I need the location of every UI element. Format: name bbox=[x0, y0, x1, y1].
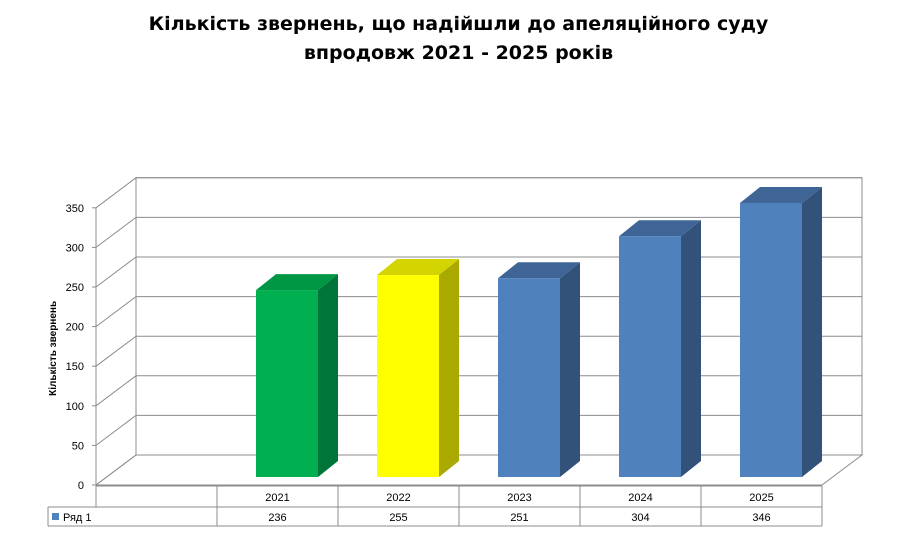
y-tick-label: 50 bbox=[72, 440, 84, 452]
chart-title-line-2: впродовж 2021 - 2025 років bbox=[303, 42, 614, 64]
data-value-label: 236 bbox=[268, 512, 286, 524]
x-category-label: 2021 bbox=[265, 492, 289, 504]
y-tick-label: 100 bbox=[66, 401, 84, 413]
x-category-label: 2023 bbox=[507, 492, 531, 504]
gridline bbox=[95, 177, 862, 209]
chart-title-line-1: Кількість звернень, що надійшли до апеля… bbox=[148, 13, 769, 35]
bar bbox=[498, 278, 560, 477]
x-category-label: 2024 bbox=[628, 492, 652, 504]
bar-side bbox=[439, 259, 459, 477]
data-value-label: 251 bbox=[510, 512, 528, 524]
bar bbox=[256, 290, 318, 477]
y-tick-label: 200 bbox=[66, 322, 84, 334]
bar-top bbox=[377, 259, 459, 276]
bar-top bbox=[619, 220, 701, 237]
bar-top bbox=[498, 262, 580, 279]
bar-side bbox=[681, 220, 701, 477]
data-value-label: 255 bbox=[389, 512, 407, 524]
bar bbox=[619, 236, 681, 477]
chart-title: Кількість звернень, що надійшли до апеля… bbox=[0, 10, 917, 68]
x-category-label: 2022 bbox=[386, 492, 410, 504]
legend-key bbox=[52, 513, 59, 520]
bar bbox=[740, 202, 802, 477]
y-tick-label: 150 bbox=[66, 361, 84, 373]
bar-top bbox=[256, 274, 338, 291]
bar bbox=[377, 275, 439, 477]
y-tick-label: 350 bbox=[66, 203, 84, 215]
bar-side bbox=[802, 186, 822, 477]
y-tick-label: 0 bbox=[78, 480, 84, 492]
bar-top bbox=[740, 186, 822, 203]
bar-side bbox=[560, 262, 580, 477]
data-value-label: 346 bbox=[752, 512, 770, 524]
gridline bbox=[95, 216, 862, 248]
y-tick-label: 250 bbox=[66, 282, 84, 294]
data-value-label: 304 bbox=[631, 512, 649, 524]
bar-side bbox=[318, 274, 338, 477]
y-axis-title: Кількість звернень bbox=[48, 301, 59, 396]
y-tick-label: 300 bbox=[66, 242, 84, 254]
x-category-label: 2025 bbox=[749, 492, 773, 504]
legend-series-label: Ряд 1 bbox=[63, 512, 92, 524]
